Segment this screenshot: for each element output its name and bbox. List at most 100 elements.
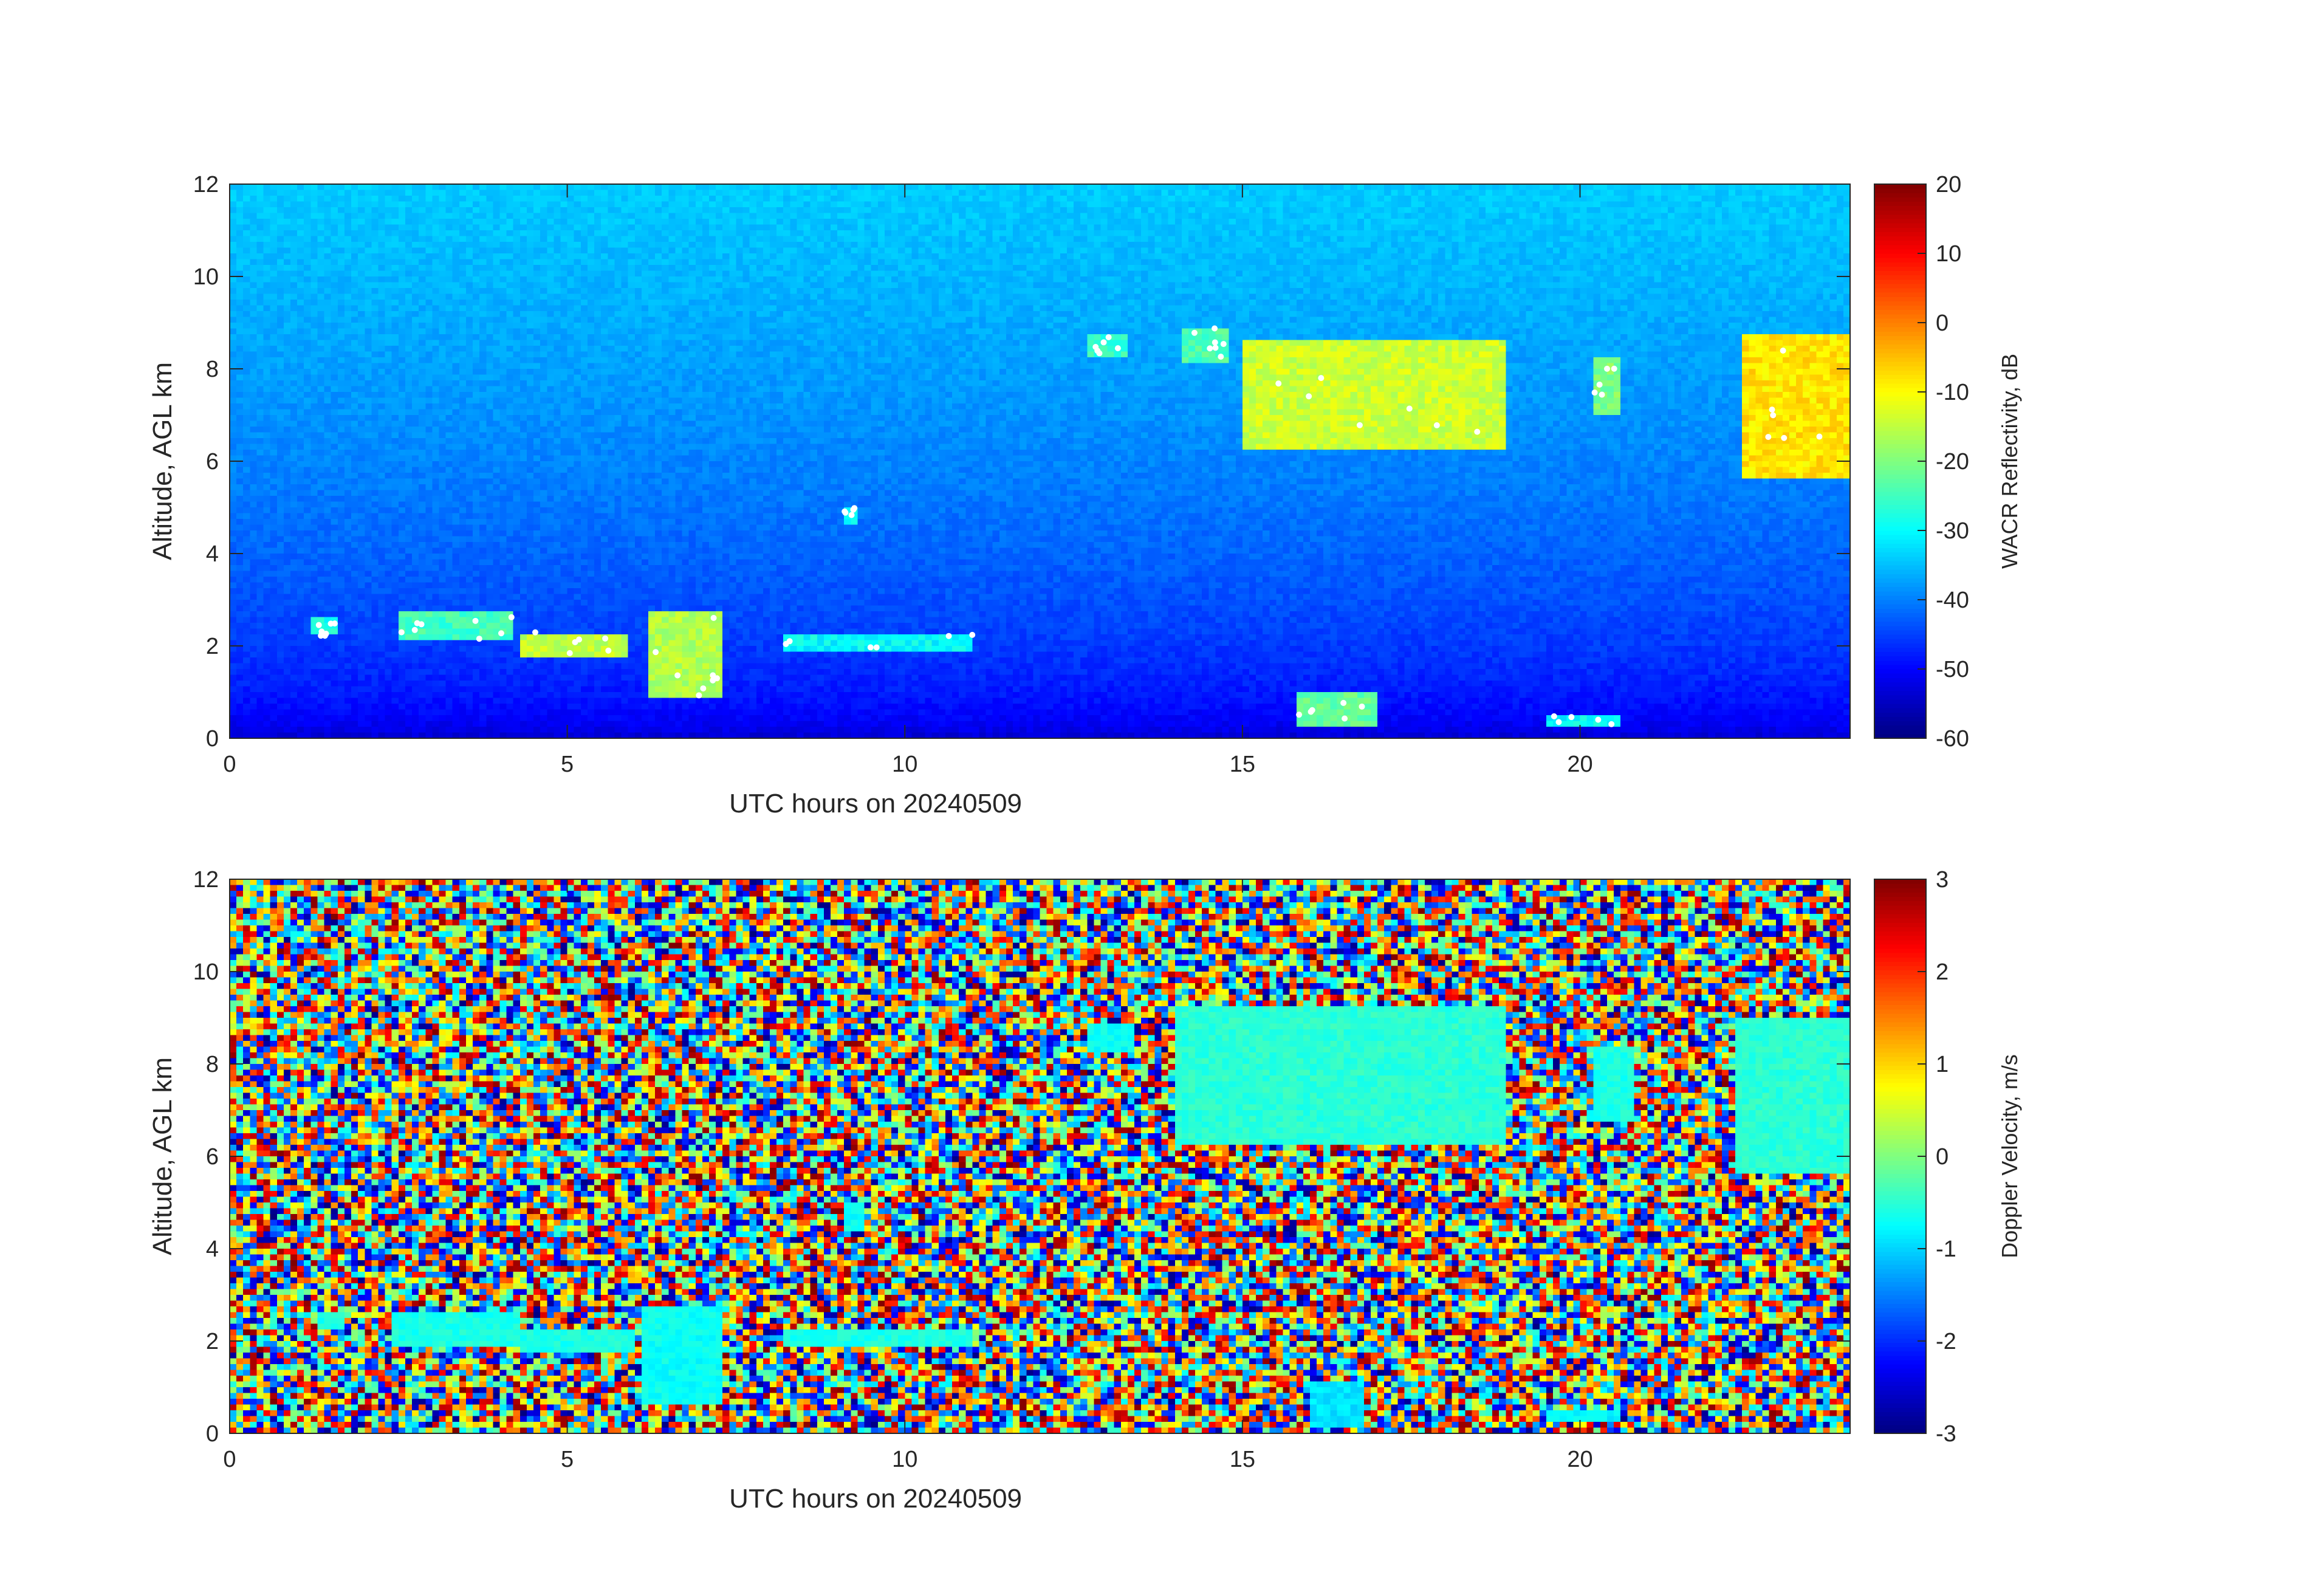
colorbar-swatch bbox=[1874, 561, 1926, 566]
colorbar-swatch bbox=[1874, 513, 1926, 518]
colorbar-swatch bbox=[1874, 565, 1926, 570]
colorbar-swatch bbox=[1874, 379, 1926, 384]
colorbar-swatch bbox=[1874, 375, 1926, 380]
colorbar-swatch bbox=[1874, 262, 1926, 267]
colorbar-swatch bbox=[1874, 1144, 1926, 1148]
colorbar-swatch bbox=[1874, 184, 1926, 189]
colorbar-tick-label: -1 bbox=[1936, 1237, 1956, 1262]
x-tick-label: 0 bbox=[223, 752, 236, 777]
colorbar-swatch bbox=[1874, 695, 1926, 700]
colorbar-swatch bbox=[1874, 940, 1926, 945]
colorbar-swatch bbox=[1874, 1403, 1926, 1408]
colorbar-swatch bbox=[1874, 487, 1926, 492]
colorbar-swatch bbox=[1874, 1040, 1926, 1044]
colorbar-swatch bbox=[1874, 1057, 1926, 1062]
colorbar-swatch bbox=[1874, 1005, 1926, 1010]
colorbar-swatch bbox=[1874, 1325, 1926, 1330]
colorbar-swatch bbox=[1874, 232, 1926, 236]
colorbar-swatch bbox=[1874, 539, 1926, 544]
colorbar-swatch bbox=[1874, 1234, 1926, 1239]
colorbar-tick-label: -30 bbox=[1936, 518, 1969, 544]
colorbar-swatch bbox=[1874, 193, 1926, 197]
colorbar-swatch bbox=[1874, 1178, 1926, 1183]
colorbar-swatch bbox=[1874, 574, 1926, 578]
colorbar-swatch bbox=[1874, 587, 1926, 592]
colorbar-swatch bbox=[1874, 470, 1926, 475]
colorbar-swatch bbox=[1874, 1134, 1926, 1139]
colorbar-swatch bbox=[1874, 1109, 1926, 1114]
colorbar-swatch bbox=[1874, 1182, 1926, 1187]
colorbar-swatch bbox=[1874, 1048, 1926, 1053]
y-tick-label: 8 bbox=[206, 357, 219, 382]
colorbar-swatch bbox=[1874, 901, 1926, 906]
colorbar-swatch bbox=[1874, 439, 1926, 444]
colorbar-swatch bbox=[1874, 622, 1926, 626]
colorbar-swatch bbox=[1874, 1282, 1926, 1287]
colorbar-swatch bbox=[1874, 612, 1926, 617]
colorbar-swatch bbox=[1874, 292, 1926, 297]
colorbar-swatch bbox=[1874, 210, 1926, 215]
colorbar-swatch bbox=[1874, 669, 1926, 674]
colorbar-swatch bbox=[1874, 266, 1926, 271]
colorbar-swatch bbox=[1874, 1407, 1926, 1412]
colorbar-swatch bbox=[1874, 892, 1926, 897]
colorbar-tick-label: -10 bbox=[1936, 380, 1969, 405]
colorbar-tick-label: 3 bbox=[1936, 867, 1949, 893]
colorbar-swatch bbox=[1874, 1195, 1926, 1200]
y-axis-title: Altitude, AGL km bbox=[148, 1057, 177, 1255]
colorbar-swatch bbox=[1874, 370, 1926, 375]
x-axis-title: UTC hours on 20240509 bbox=[729, 789, 1022, 818]
colorbar-swatch bbox=[1874, 1074, 1926, 1079]
colorbar-swatch bbox=[1874, 604, 1926, 609]
colorbar-swatch bbox=[1874, 543, 1926, 548]
colorbar-swatch bbox=[1874, 1018, 1926, 1023]
colorbar-swatch bbox=[1874, 552, 1926, 557]
colorbar-swatch bbox=[1874, 422, 1926, 427]
colorbar-swatch bbox=[1874, 1026, 1926, 1031]
colorbar-swatch bbox=[1874, 1083, 1926, 1088]
colorbar-swatch bbox=[1874, 271, 1926, 276]
colorbar-swatch bbox=[1874, 591, 1926, 596]
y-tick-label: 0 bbox=[206, 1421, 219, 1447]
colorbar-swatch bbox=[1874, 1044, 1926, 1049]
colorbar-swatch bbox=[1874, 1209, 1926, 1213]
colorbar-swatch bbox=[1874, 1273, 1926, 1278]
colorbar-swatch bbox=[1874, 1377, 1926, 1382]
colorbar-swatch bbox=[1874, 652, 1926, 657]
colorbar-swatch bbox=[1874, 630, 1926, 635]
colorbar-tick-label: -40 bbox=[1936, 588, 1969, 613]
colorbar-swatch bbox=[1874, 410, 1926, 414]
colorbar-swatch bbox=[1874, 1065, 1926, 1070]
colorbar-swatch bbox=[1874, 206, 1926, 211]
colorbar-swatch bbox=[1874, 730, 1926, 735]
colorbar-swatch bbox=[1874, 725, 1926, 730]
colorbar-swatch bbox=[1874, 1351, 1926, 1356]
colorbar-swatch bbox=[1874, 349, 1926, 354]
colorbar-tick-label: -50 bbox=[1936, 657, 1969, 682]
colorbar-swatch bbox=[1874, 353, 1926, 358]
colorbar-swatch bbox=[1874, 1052, 1926, 1057]
colorbar-swatch bbox=[1874, 1312, 1926, 1317]
colorbar-swatch bbox=[1874, 931, 1926, 936]
colorbar-swatch bbox=[1874, 219, 1926, 224]
colorbar-swatch bbox=[1874, 1165, 1926, 1170]
x-tick-label: 10 bbox=[892, 1447, 917, 1472]
y-tick-label: 4 bbox=[206, 541, 219, 567]
x-axis-title: UTC hours on 20240509 bbox=[729, 1484, 1022, 1514]
colorbar-swatch bbox=[1874, 1113, 1926, 1118]
colorbar-swatch bbox=[1874, 1204, 1926, 1209]
colorbar-tick-label: 10 bbox=[1936, 241, 1961, 267]
y-tick-label: 6 bbox=[206, 1144, 219, 1170]
colorbar-swatch bbox=[1874, 992, 1926, 996]
colorbar-tick-label: 0 bbox=[1936, 1144, 1949, 1170]
y-tick-label: 10 bbox=[193, 264, 219, 290]
colorbar-swatch bbox=[1874, 634, 1926, 639]
colorbar-swatch bbox=[1874, 509, 1926, 513]
colorbar-swatch bbox=[1874, 197, 1926, 202]
colorbar-swatch bbox=[1874, 1139, 1926, 1144]
colorbar-swatch bbox=[1874, 1096, 1926, 1100]
colorbar-swatch bbox=[1874, 1161, 1926, 1165]
y-tick-label: 12 bbox=[193, 172, 219, 197]
colorbar-swatch bbox=[1874, 1364, 1926, 1369]
